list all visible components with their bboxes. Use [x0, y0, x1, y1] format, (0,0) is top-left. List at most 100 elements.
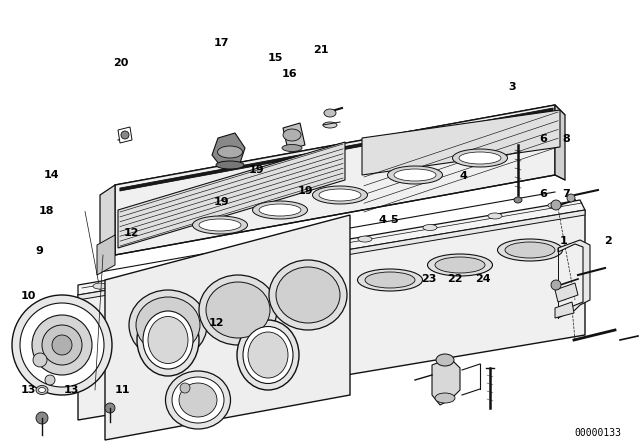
Text: 4: 4	[460, 171, 467, 181]
Text: 23: 23	[421, 274, 436, 284]
Ellipse shape	[459, 152, 501, 164]
Ellipse shape	[210, 307, 260, 323]
Polygon shape	[118, 142, 345, 248]
Ellipse shape	[166, 371, 230, 429]
Circle shape	[36, 412, 48, 424]
Polygon shape	[555, 105, 565, 180]
Text: 12: 12	[124, 228, 139, 238]
Ellipse shape	[312, 186, 367, 204]
Text: 6: 6	[539, 189, 547, 198]
Text: 18: 18	[38, 207, 54, 216]
Ellipse shape	[36, 385, 48, 395]
Ellipse shape	[216, 161, 244, 169]
Ellipse shape	[319, 189, 361, 201]
Polygon shape	[115, 105, 565, 195]
Text: 20: 20	[113, 58, 128, 68]
Ellipse shape	[38, 388, 45, 392]
Ellipse shape	[428, 254, 493, 276]
Text: 4: 4	[379, 215, 387, 224]
Text: 21: 21	[314, 45, 329, 55]
Ellipse shape	[324, 109, 336, 117]
Ellipse shape	[199, 219, 241, 231]
Circle shape	[32, 315, 92, 375]
Ellipse shape	[488, 213, 502, 219]
Ellipse shape	[148, 316, 188, 363]
Ellipse shape	[505, 242, 555, 258]
Ellipse shape	[358, 236, 372, 242]
Ellipse shape	[276, 267, 340, 323]
Ellipse shape	[290, 290, 340, 306]
Ellipse shape	[143, 311, 193, 369]
Polygon shape	[97, 235, 115, 275]
Polygon shape	[432, 358, 460, 405]
Ellipse shape	[243, 327, 293, 383]
Polygon shape	[78, 200, 585, 295]
Ellipse shape	[172, 377, 224, 423]
Polygon shape	[105, 215, 350, 440]
Ellipse shape	[206, 282, 270, 338]
Ellipse shape	[435, 393, 455, 403]
Ellipse shape	[358, 269, 422, 291]
Polygon shape	[555, 302, 574, 318]
Text: 00000133: 00000133	[575, 428, 621, 438]
Ellipse shape	[548, 202, 562, 208]
Circle shape	[42, 325, 82, 365]
Polygon shape	[555, 283, 578, 302]
Text: 19: 19	[214, 197, 229, 207]
Text: 14: 14	[44, 170, 59, 180]
Circle shape	[121, 131, 129, 139]
Ellipse shape	[423, 224, 437, 231]
Text: 1: 1	[559, 236, 567, 246]
Polygon shape	[78, 210, 585, 420]
Ellipse shape	[452, 149, 508, 167]
Text: 5: 5	[390, 215, 398, 224]
Circle shape	[180, 383, 190, 393]
Ellipse shape	[387, 166, 442, 184]
Circle shape	[567, 194, 575, 202]
Text: 13: 13	[20, 385, 36, 395]
Ellipse shape	[514, 197, 522, 203]
Ellipse shape	[199, 275, 277, 345]
Polygon shape	[118, 127, 132, 143]
Text: 6: 6	[539, 134, 547, 144]
Text: 16: 16	[282, 69, 297, 79]
Text: 3: 3	[508, 82, 516, 92]
Ellipse shape	[202, 304, 268, 326]
Ellipse shape	[394, 169, 436, 181]
Circle shape	[12, 295, 112, 395]
Ellipse shape	[436, 354, 454, 366]
Ellipse shape	[435, 257, 485, 273]
Text: 7: 7	[562, 189, 570, 198]
Circle shape	[551, 200, 561, 210]
Ellipse shape	[282, 287, 348, 309]
Circle shape	[551, 280, 561, 290]
Ellipse shape	[237, 320, 299, 390]
Ellipse shape	[93, 283, 107, 289]
Text: 10: 10	[20, 291, 36, 301]
Polygon shape	[100, 185, 115, 265]
Ellipse shape	[253, 201, 307, 219]
Ellipse shape	[193, 216, 248, 234]
Text: 24: 24	[475, 274, 490, 284]
Ellipse shape	[153, 272, 167, 279]
Text: 9: 9	[36, 246, 44, 256]
Ellipse shape	[282, 145, 302, 151]
Circle shape	[105, 403, 115, 413]
Ellipse shape	[269, 260, 347, 330]
Text: 15: 15	[268, 53, 283, 63]
Circle shape	[52, 335, 72, 355]
Ellipse shape	[497, 239, 563, 261]
Circle shape	[33, 353, 47, 367]
Ellipse shape	[288, 249, 302, 254]
Text: 17: 17	[214, 38, 229, 47]
Polygon shape	[283, 123, 305, 150]
Ellipse shape	[218, 261, 232, 267]
Ellipse shape	[179, 383, 217, 417]
Circle shape	[20, 303, 104, 387]
Ellipse shape	[137, 304, 199, 376]
Ellipse shape	[259, 204, 301, 216]
Text: 22: 22	[447, 274, 462, 284]
Polygon shape	[78, 210, 585, 300]
Polygon shape	[212, 133, 245, 168]
Text: 12: 12	[209, 318, 224, 327]
